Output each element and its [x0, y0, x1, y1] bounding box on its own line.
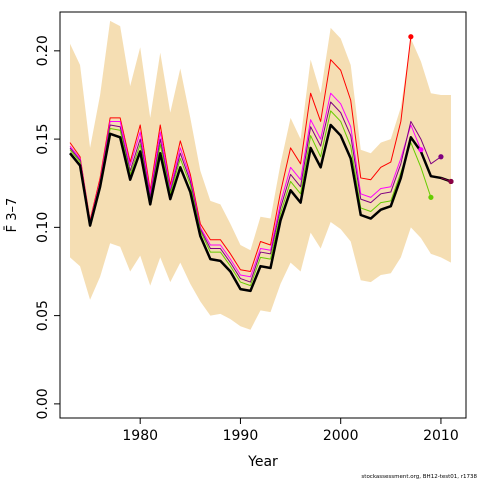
- confidence-band-layer: [70, 20, 451, 330]
- series-endpoint-3: [428, 194, 434, 200]
- series-line-0: [69, 36, 412, 272]
- confidence-band: [70, 20, 451, 330]
- endpoint-layer: [408, 34, 454, 200]
- x-axis-label: Year: [247, 454, 278, 470]
- x-tick-label: 1990: [223, 428, 259, 444]
- series-layer: [69, 36, 452, 293]
- y-tick-label: 0.00: [35, 388, 51, 419]
- x-tick-label: 2000: [323, 428, 359, 444]
- series-endpoint-5: [448, 178, 454, 185]
- series-endpoint-2: [438, 154, 444, 160]
- series-endpoint-0: [408, 34, 414, 40]
- x-axis: 1980 1990 2000 2010: [122, 418, 459, 444]
- series-line-4: [69, 123, 452, 293]
- y-axis: 0.00 0.05 0.10 0.15 0.20: [35, 35, 60, 419]
- series-endpoint-1: [418, 147, 424, 153]
- x-tick-label: 1980: [122, 428, 158, 444]
- series-line-1: [69, 92, 422, 278]
- footnote: stockassessment.org, BH12-test01, r1738: [361, 474, 477, 480]
- x-tick-label: 2010: [423, 428, 459, 444]
- y-tick-label: 0.10: [35, 212, 51, 243]
- y-tick-label: 0.05: [35, 300, 51, 331]
- series-line-2: [69, 101, 442, 283]
- y-tick-label: 0.15: [35, 124, 51, 155]
- plot-area-frame: [59, 11, 467, 419]
- y-tick-label: 0.20: [35, 35, 51, 66]
- y-axis-label: F̄ 3–7: [5, 198, 20, 233]
